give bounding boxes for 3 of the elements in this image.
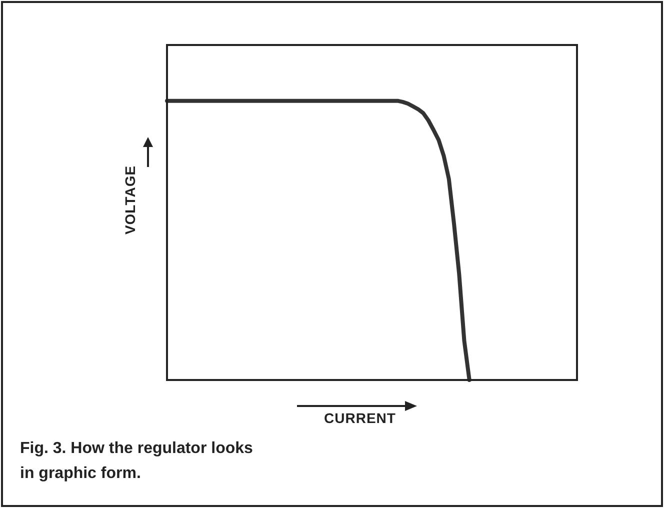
x-axis-title: CURRENT bbox=[324, 410, 396, 426]
caption: Fig. 3. How the regulator looks in graphic form. bbox=[20, 439, 254, 484]
y-axis-title: VOLTAGE bbox=[122, 165, 138, 235]
